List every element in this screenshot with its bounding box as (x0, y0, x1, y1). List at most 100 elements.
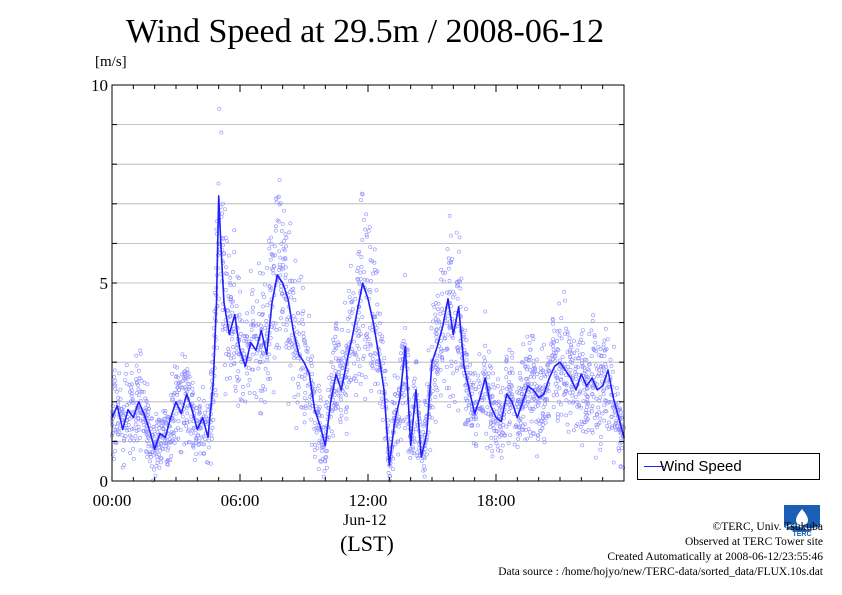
sample-point (234, 350, 239, 355)
sample-point (323, 449, 328, 454)
sample-point (225, 272, 230, 277)
sample-point (312, 426, 317, 431)
sample-point (368, 258, 373, 263)
sample-point (228, 363, 233, 368)
sample-point (341, 355, 346, 360)
sample-point (404, 400, 409, 405)
sample-point (207, 445, 212, 450)
sample-point (113, 386, 118, 391)
sample-point (429, 416, 434, 421)
sample-point (610, 369, 615, 374)
sample-point (203, 410, 208, 415)
sample-point (533, 369, 538, 373)
sample-point (523, 422, 527, 427)
sample-point (357, 249, 362, 254)
sample-point (438, 311, 443, 316)
sample-point (194, 406, 199, 410)
sample-point (398, 357, 403, 362)
sample-point (362, 269, 367, 274)
sample-point (327, 375, 332, 380)
sample-point (336, 369, 341, 374)
sample-point (186, 440, 191, 445)
sample-point (603, 398, 608, 403)
sample-point (505, 399, 510, 404)
sample-point (168, 432, 173, 437)
sample-point (500, 443, 505, 448)
sample-point (174, 428, 179, 433)
sample-point (492, 400, 496, 405)
sample-point (265, 303, 270, 308)
sample-point (192, 404, 196, 409)
sample-point (292, 395, 297, 399)
sample-point (489, 435, 494, 440)
sample-point (423, 447, 428, 451)
sample-point (464, 406, 469, 411)
sample-point (589, 372, 594, 377)
sample-point (223, 363, 227, 368)
sample-point (419, 459, 424, 464)
sample-point (337, 359, 341, 364)
sample-point (363, 227, 368, 232)
sample-point (436, 301, 441, 306)
sample-point (249, 328, 254, 333)
sample-point (348, 263, 353, 268)
sample-point (197, 439, 202, 444)
sample-point (317, 413, 322, 418)
sample-point (410, 445, 415, 450)
sample-point (483, 343, 488, 348)
sample-point (169, 397, 174, 402)
sample-point (128, 399, 133, 404)
sample-point (454, 280, 459, 285)
sample-point (358, 332, 363, 337)
sample-point (396, 418, 401, 423)
sample-point (165, 414, 170, 419)
sample-point (279, 284, 283, 289)
sample-point (125, 403, 130, 407)
sample-point (422, 456, 427, 461)
sample-point (367, 225, 372, 230)
sample-point (300, 405, 305, 410)
sample-point (527, 355, 532, 360)
sample-point (191, 442, 196, 447)
sample-point (575, 348, 580, 353)
sample-point (539, 376, 543, 381)
sample-point (176, 436, 181, 441)
sample-point (368, 342, 373, 347)
sample-point (175, 375, 180, 380)
sample-point (451, 371, 455, 376)
sample-point (210, 436, 214, 441)
sample-point (411, 446, 415, 451)
sample-point (300, 366, 305, 371)
sample-point (531, 358, 536, 363)
sample-point (433, 331, 438, 336)
sample-point (350, 299, 355, 304)
sample-point (485, 405, 490, 410)
sample-point (461, 334, 466, 339)
sample-point (354, 393, 359, 398)
sample-point (551, 393, 556, 398)
sample-point (496, 399, 501, 404)
sample-point (584, 408, 589, 413)
sample-point (587, 368, 592, 373)
scatter-points (110, 106, 626, 483)
sample-point (504, 424, 509, 429)
sample-point (240, 384, 245, 389)
sample-point (616, 427, 621, 432)
sample-point (480, 396, 485, 401)
sample-point (296, 381, 301, 386)
sample-point (356, 251, 361, 256)
sample-point (557, 328, 562, 333)
sample-point (180, 352, 185, 357)
sample-point (247, 377, 252, 382)
sample-point (529, 407, 534, 411)
sample-point (525, 367, 529, 372)
sample-point (283, 328, 288, 333)
sample-point (575, 400, 580, 405)
sample-point (355, 276, 360, 281)
sample-point (448, 260, 453, 265)
sample-point (163, 408, 168, 413)
sample-point (587, 332, 592, 337)
sample-point (123, 434, 128, 439)
sample-point (258, 360, 262, 365)
sample-point (184, 418, 189, 422)
